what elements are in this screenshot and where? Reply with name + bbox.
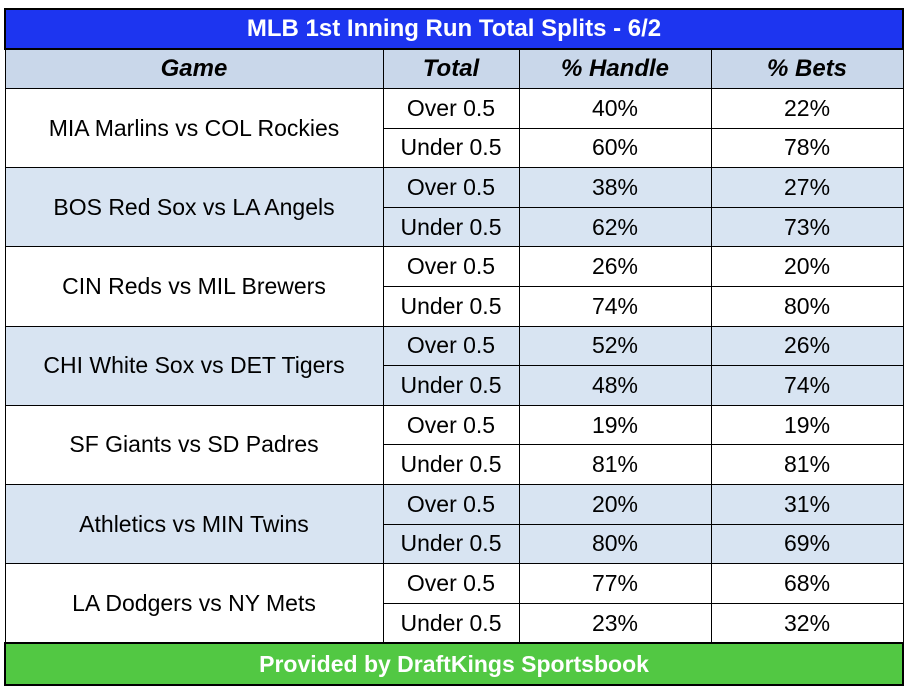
column-header-total: Total [382,48,520,89]
table-body: MIA Marlins vs COL Rockies Over 0.5 40% 22%… [4,87,904,644]
bets-cell: 73% [710,206,904,248]
column-header-game: Game [4,48,384,89]
total-cell: Over 0.5 [382,167,520,208]
footer-credit: Provided by DraftKings Sportsbook [3,642,905,687]
game-cell: SF Giants vs SD Padres [4,404,384,485]
bets-cell: 27% [710,167,904,208]
bets-cell: 81% [710,444,904,485]
total-cell: Under 0.5 [382,523,520,565]
total-cell: Under 0.5 [382,444,520,485]
bets-cell: 19% [710,404,904,446]
table-row: Under 0.5 23% 32% [5,602,904,644]
footer-row: Provided by DraftKings Sportsbook [3,642,905,687]
splits-table: MLB 1st Inning Run Total Splits - 6/2 Ga… [3,8,905,687]
handle-cell: 48% [518,365,712,406]
header-row: Game Total % Handle % Bets [4,48,904,89]
total-cell: Over 0.5 [382,325,520,367]
handle-cell: 23% [518,602,712,644]
game-cell: BOS Red Sox vs LA Angels [4,167,384,248]
table-row: LA Dodgers vs NY Mets Over 0.5 77% 68% [4,563,904,644]
table-row: CHI White Sox vs DET Tigers Over 0.5 52% 26… [4,325,904,406]
game-cell: LA Dodgers vs NY Mets [4,563,384,644]
total-cell: Under 0.5 [382,127,520,169]
handle-cell: 19% [518,404,712,446]
handle-cell: 38% [518,167,712,208]
bets-cell: 31% [710,483,904,525]
table-row: Under 0.5 48% 74% [5,365,904,406]
game-cell: CIN Reds vs MIL Brewers [4,246,384,327]
splits-table-container: MLB 1st Inning Run Total Splits - 6/2 Ga… [3,8,905,690]
table-row: SF Giants vs SD Padres Over 0.5 19% 19% [4,404,904,485]
bets-cell: 68% [710,563,904,604]
table-row: BOS Red Sox vs LA Angels Over 0.5 38% 27% [4,167,904,248]
handle-cell: 40% [518,88,712,129]
handle-cell: 26% [518,246,712,287]
total-cell: Over 0.5 [382,246,520,287]
handle-cell: 81% [518,444,712,485]
handle-cell: 60% [518,127,712,169]
handle-cell: 77% [518,563,712,604]
table-row: Under 0.5 74% 80% [5,285,904,327]
bets-cell: 26% [710,325,904,367]
table-row: MIA Marlins vs COL Rockies Over 0.5 40% 22% [4,87,904,169]
table-row: Under 0.5 80% 69% [5,523,904,565]
bets-cell: 32% [710,602,904,644]
handle-cell: 52% [518,325,712,367]
table-row: Under 0.5 60% 78% [5,127,904,169]
total-cell: Under 0.5 [382,365,520,406]
bets-cell: 80% [710,285,904,327]
column-header-bets: % Bets [710,48,904,89]
table-row: CIN Reds vs MIL Brewers Over 0.5 26% 20% [4,246,904,327]
table-row: Athletics vs MIN Twins Over 0.5 20% 31% [4,483,904,565]
total-cell: Under 0.5 [382,285,520,327]
bets-cell: 69% [710,523,904,565]
handle-cell: 62% [518,206,712,248]
game-cell: CHI White Sox vs DET Tigers [4,325,384,406]
table-row: Under 0.5 62% 73% [5,206,904,248]
total-cell: Over 0.5 [382,563,520,604]
bets-cell: 78% [710,127,904,169]
bets-cell: 20% [710,246,904,287]
bets-cell: 74% [710,365,904,406]
total-cell: Over 0.5 [382,88,520,129]
game-cell: Athletics vs MIN Twins [4,483,384,565]
total-cell: Under 0.5 [382,602,520,644]
title-row: MLB 1st Inning Run Total Splits - 6/2 [3,8,905,50]
total-cell: Under 0.5 [382,206,520,248]
total-cell: Over 0.5 [382,483,520,525]
handle-cell: 74% [518,285,712,327]
handle-cell: 80% [518,523,712,565]
table-title: MLB 1st Inning Run Total Splits - 6/2 [3,8,905,50]
handle-cell: 20% [518,483,712,525]
column-header-handle: % Handle [518,48,712,89]
total-cell: Over 0.5 [382,404,520,446]
bets-cell: 22% [710,88,904,129]
game-cell: MIA Marlins vs COL Rockies [4,87,384,169]
